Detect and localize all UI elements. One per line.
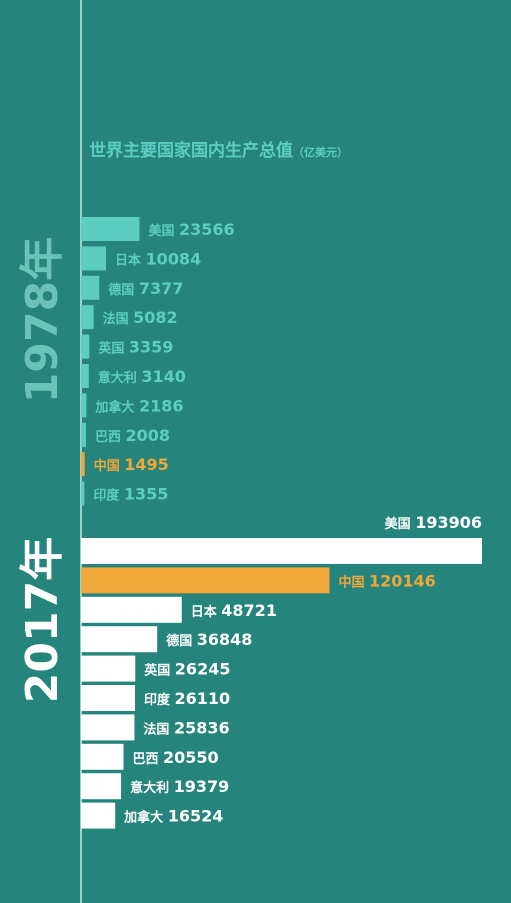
bar-1978-7 bbox=[81, 422, 86, 447]
bar-label-1978-3: 法国 5082 bbox=[103, 308, 178, 327]
bar-label-1978-9: 印度 1355 bbox=[93, 485, 168, 504]
bar-2017-1 bbox=[81, 567, 330, 594]
bar-category-2017-9: 加拿大 bbox=[123, 810, 168, 826]
bar-2017-9 bbox=[81, 802, 116, 829]
bar-category-2017-6: 法国 bbox=[143, 721, 174, 737]
bar-1978-3 bbox=[81, 305, 94, 330]
chart-title-main: 世界主要国家国内生产总值 bbox=[89, 140, 293, 161]
bar-value-1978-1: 10084 bbox=[146, 249, 202, 268]
bar-value-2017-7: 20550 bbox=[163, 748, 219, 767]
bar-1978-0 bbox=[81, 217, 140, 241]
bar-value-2017-5: 26110 bbox=[175, 689, 231, 708]
bar-category-2017-5: 印度 bbox=[144, 692, 175, 708]
bar-2017-0 bbox=[81, 538, 482, 564]
bar-value-1978-5: 3140 bbox=[141, 367, 186, 386]
bar-category-2017-2: 日本 bbox=[191, 604, 222, 620]
bar-category-2017-1: 中国 bbox=[338, 574, 369, 590]
bar-2017-8 bbox=[81, 773, 122, 800]
bar-value-2017-3: 36848 bbox=[197, 630, 253, 649]
bar-label-2017-8: 意大利 19379 bbox=[130, 777, 229, 796]
bar-value-2017-6: 25836 bbox=[174, 718, 230, 737]
bar-category-1978-6: 加拿大 bbox=[94, 399, 139, 415]
bar-category-2017-0: 美国 bbox=[385, 516, 416, 532]
bar-value-1978-0: 23566 bbox=[179, 220, 235, 239]
bar-value-1978-3: 5082 bbox=[133, 308, 178, 327]
bar-label-1978-4: 英国 3359 bbox=[97, 338, 173, 357]
bar-1978-1 bbox=[81, 246, 107, 271]
bar-label-2017-6: 法国 25836 bbox=[143, 718, 229, 737]
bar-1978-2 bbox=[81, 275, 100, 300]
bar-1978-9 bbox=[81, 481, 85, 506]
bar-1978-6 bbox=[81, 393, 87, 418]
bar-category-2017-8: 意大利 bbox=[130, 780, 174, 796]
bar-category-1978-3: 法国 bbox=[103, 311, 134, 327]
chart-title-unit: （亿美元） bbox=[293, 145, 348, 159]
bars-2017: 美国 193906 中国 120146 日本 48721 德国 36848 英国 262… bbox=[81, 513, 482, 829]
bar-label-2017-2: 日本 48721 bbox=[191, 601, 277, 620]
chart-title: 世界主要国家国内生产总值（亿美元） bbox=[89, 140, 348, 161]
bar-value-1978-8: 1495 bbox=[124, 455, 169, 474]
bar-value-2017-0: 193906 bbox=[415, 513, 482, 532]
bar-category-1978-2: 德国 bbox=[108, 282, 139, 298]
bar-2017-6 bbox=[81, 714, 135, 741]
bar-category-2017-4: 英国 bbox=[143, 663, 175, 679]
bar-value-1978-4: 3359 bbox=[129, 338, 174, 357]
bar-2017-4 bbox=[81, 655, 136, 682]
bar-value-1978-9: 1355 bbox=[124, 485, 169, 504]
bar-value-2017-9: 16524 bbox=[168, 807, 224, 826]
bar-label-2017-9: 加拿大 16524 bbox=[123, 807, 223, 826]
bar-label-2017-0: 美国 193906 bbox=[385, 513, 482, 532]
bar-category-1978-5: 意大利 bbox=[98, 370, 142, 386]
bar-1978-4 bbox=[81, 334, 90, 359]
bar-value-1978-6: 2186 bbox=[139, 396, 184, 415]
bar-category-2017-7: 巴西 bbox=[132, 752, 163, 767]
bar-label-2017-7: 巴西 20550 bbox=[132, 748, 218, 767]
bar-category-1978-8: 中国 bbox=[94, 458, 125, 474]
bar-category-1978-0: 美国 bbox=[148, 223, 179, 239]
bar-label-1978-2: 德国 7377 bbox=[108, 279, 183, 298]
bar-value-2017-8: 19379 bbox=[174, 777, 230, 796]
bar-value-2017-2: 48721 bbox=[221, 601, 277, 620]
bar-2017-2 bbox=[81, 596, 182, 623]
bar-1978-8 bbox=[81, 452, 85, 477]
bar-2017-7 bbox=[81, 743, 124, 770]
bar-label-1978-8: 中国 1495 bbox=[94, 455, 169, 474]
bar-label-1978-5: 意大利 3140 bbox=[98, 367, 186, 386]
bar-label-1978-6: 加拿大 2186 bbox=[94, 396, 183, 415]
bar-value-2017-1: 120146 bbox=[369, 571, 436, 590]
bar-label-1978-7: 巴西 2008 bbox=[95, 426, 170, 445]
bar-category-1978-7: 巴西 bbox=[95, 430, 126, 445]
bar-category-1978-9: 印度 bbox=[93, 488, 124, 504]
bar-category-2017-3: 德国 bbox=[166, 633, 197, 649]
group-label-2017: 2017年 bbox=[17, 537, 68, 703]
group-label-1978: 1978年 bbox=[17, 237, 68, 403]
bar-1978-5 bbox=[81, 364, 89, 388]
bar-label-2017-3: 德国 36848 bbox=[166, 630, 252, 649]
bar-value-1978-7: 2008 bbox=[126, 426, 171, 445]
bar-category-1978-4: 英国 bbox=[97, 341, 129, 357]
bar-label-1978-1: 日本 10084 bbox=[115, 249, 201, 268]
bar-value-2017-4: 26245 bbox=[175, 660, 231, 679]
bar-label-2017-4: 英国 26245 bbox=[143, 660, 230, 679]
bar-category-1978-1: 日本 bbox=[115, 252, 146, 268]
bar-label-2017-1: 中国 120146 bbox=[338, 571, 435, 590]
bar-2017-5 bbox=[81, 685, 135, 711]
bar-label-2017-5: 印度 26110 bbox=[144, 689, 230, 708]
bar-label-1978-0: 美国 23566 bbox=[148, 220, 234, 239]
bar-value-1978-2: 7377 bbox=[139, 279, 184, 298]
bar-2017-3 bbox=[81, 626, 158, 653]
